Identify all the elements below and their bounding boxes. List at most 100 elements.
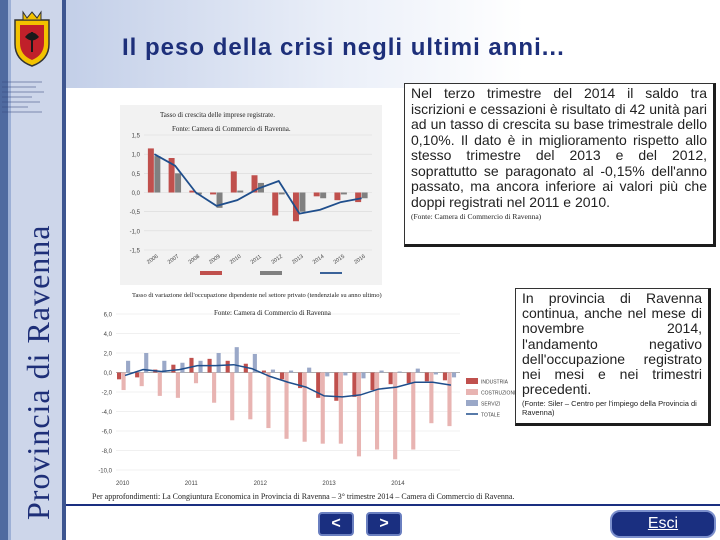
- bar: [117, 372, 122, 380]
- bar: [135, 372, 140, 378]
- bar: [154, 156, 161, 193]
- bar: [433, 372, 438, 375]
- bar: [278, 192, 285, 195]
- legend-swatch: [260, 271, 282, 275]
- y-tick-label: 2,0: [104, 352, 113, 358]
- x-tick-label: 2015: [333, 254, 346, 266]
- chart1-caption: Tasso di crescita delle imprese registra…: [160, 111, 275, 119]
- x-tick-label: 2011: [250, 254, 263, 266]
- bar: [248, 372, 253, 420]
- bar: [168, 158, 175, 193]
- bar: [252, 353, 257, 373]
- bar: [320, 372, 325, 444]
- y-tick-label: -0,5: [130, 210, 141, 216]
- title-band: [66, 0, 720, 88]
- legend-label: SERVIZI: [481, 402, 500, 408]
- y-tick-label: 6,0: [104, 313, 113, 319]
- chart2-caption: Tasso di variazione dell'occupazione dip…: [132, 292, 382, 299]
- bar: [397, 371, 402, 373]
- bar: [210, 192, 217, 195]
- banner-edge: [62, 0, 66, 540]
- bar: [355, 192, 362, 203]
- y-tick-label: 0,5: [132, 172, 141, 178]
- bar: [313, 192, 320, 197]
- bar: [379, 370, 384, 373]
- business-commentary-source: (Fonte: Camera di Commercio di Ravenna): [411, 212, 542, 221]
- bar: [325, 372, 330, 377]
- employment-commentary-box: In provincia di Ravenna continua, anche …: [515, 288, 711, 426]
- bar: [338, 372, 343, 444]
- y-tick-label: -1,0: [130, 229, 141, 235]
- footnote: Per approfondimenti: La Congiuntura Econ…: [92, 492, 515, 501]
- bar: [216, 353, 221, 373]
- growth-line: [153, 153, 362, 215]
- x-tick-label: 2010: [229, 254, 242, 266]
- y-tick-label: -10,0: [98, 469, 112, 475]
- banner-title: Provincia di Ravenna: [20, 224, 56, 520]
- y-tick-label: -6,0: [102, 430, 113, 436]
- bar: [429, 372, 434, 424]
- bar: [162, 360, 167, 373]
- bar: [121, 372, 126, 391]
- x-tick-label: 2014: [312, 254, 325, 266]
- y-tick-label: 1,5: [132, 134, 141, 140]
- bar: [157, 372, 162, 396]
- bar: [334, 372, 339, 401]
- bar: [237, 190, 244, 193]
- bar: [411, 372, 416, 450]
- bar: [198, 360, 203, 373]
- bar: [147, 148, 154, 193]
- y-tick-label: 0,0: [104, 371, 113, 377]
- x-tick-label: 2007: [167, 254, 180, 266]
- chart1-source: Fonte: Camera di Commercio di Ravenna.: [172, 125, 291, 133]
- y-tick-label: -8,0: [102, 449, 113, 455]
- bar: [447, 372, 452, 427]
- bar: [212, 372, 217, 403]
- business-commentary-box: Nel terzo trimestre del 2014 il saldo tr…: [404, 83, 716, 247]
- bar: [251, 175, 258, 193]
- next-slide-button[interactable]: >: [366, 512, 402, 536]
- x-tick-label: 2016: [353, 254, 366, 266]
- x-tick-label: 2006: [146, 254, 159, 266]
- bar: [144, 353, 149, 373]
- bar: [272, 192, 279, 216]
- bar: [279, 372, 285, 380]
- business-commentary-text: Nel terzo trimestre del 2014 il saldo tr…: [411, 85, 707, 210]
- legend-label: TOTALE: [481, 413, 501, 419]
- bar: [180, 362, 185, 373]
- bar: [189, 190, 196, 193]
- x-tick-label: 2013: [322, 481, 336, 487]
- x-tick-label: 2008: [188, 254, 201, 266]
- bar: [302, 372, 307, 442]
- page-title: Il peso della crisi negli ultimi anni...: [122, 34, 565, 61]
- bar: [225, 360, 230, 373]
- y-tick-label: 4,0: [104, 332, 113, 338]
- bar: [126, 360, 131, 373]
- y-tick-label: -1,5: [130, 249, 141, 255]
- side-banner: Provincia di Ravenna: [0, 0, 66, 540]
- bar: [216, 192, 223, 208]
- bar: [261, 370, 266, 373]
- bar: [406, 372, 411, 384]
- bar: [171, 364, 176, 373]
- bar: [415, 368, 420, 373]
- bar: [266, 372, 271, 429]
- x-tick-label: 2012: [254, 481, 268, 487]
- employment-commentary-source: (Fonte: Siler – Centro per l'impiego del…: [522, 399, 697, 418]
- bar: [375, 372, 380, 450]
- bar: [175, 173, 182, 193]
- bar: [316, 372, 321, 398]
- bar: [393, 372, 398, 460]
- footer-divider: [66, 504, 720, 506]
- previous-slide-button[interactable]: <: [318, 512, 354, 536]
- bar: [243, 363, 248, 373]
- bar: [230, 171, 237, 193]
- bar: [189, 357, 194, 373]
- bar: [352, 372, 357, 397]
- employment-change-chart-svg: 6,0 4,0 2,0 0,0 -2,0 -4,0 -6,0 -8,0 -10,0 2010 201…: [98, 313, 515, 488]
- legend-label: INDUSTRIA: [481, 380, 509, 386]
- bar: [307, 367, 312, 373]
- x-tick-label: 2011: [185, 481, 199, 487]
- legend-swatch: [466, 400, 478, 406]
- exit-button[interactable]: Esci: [610, 510, 716, 538]
